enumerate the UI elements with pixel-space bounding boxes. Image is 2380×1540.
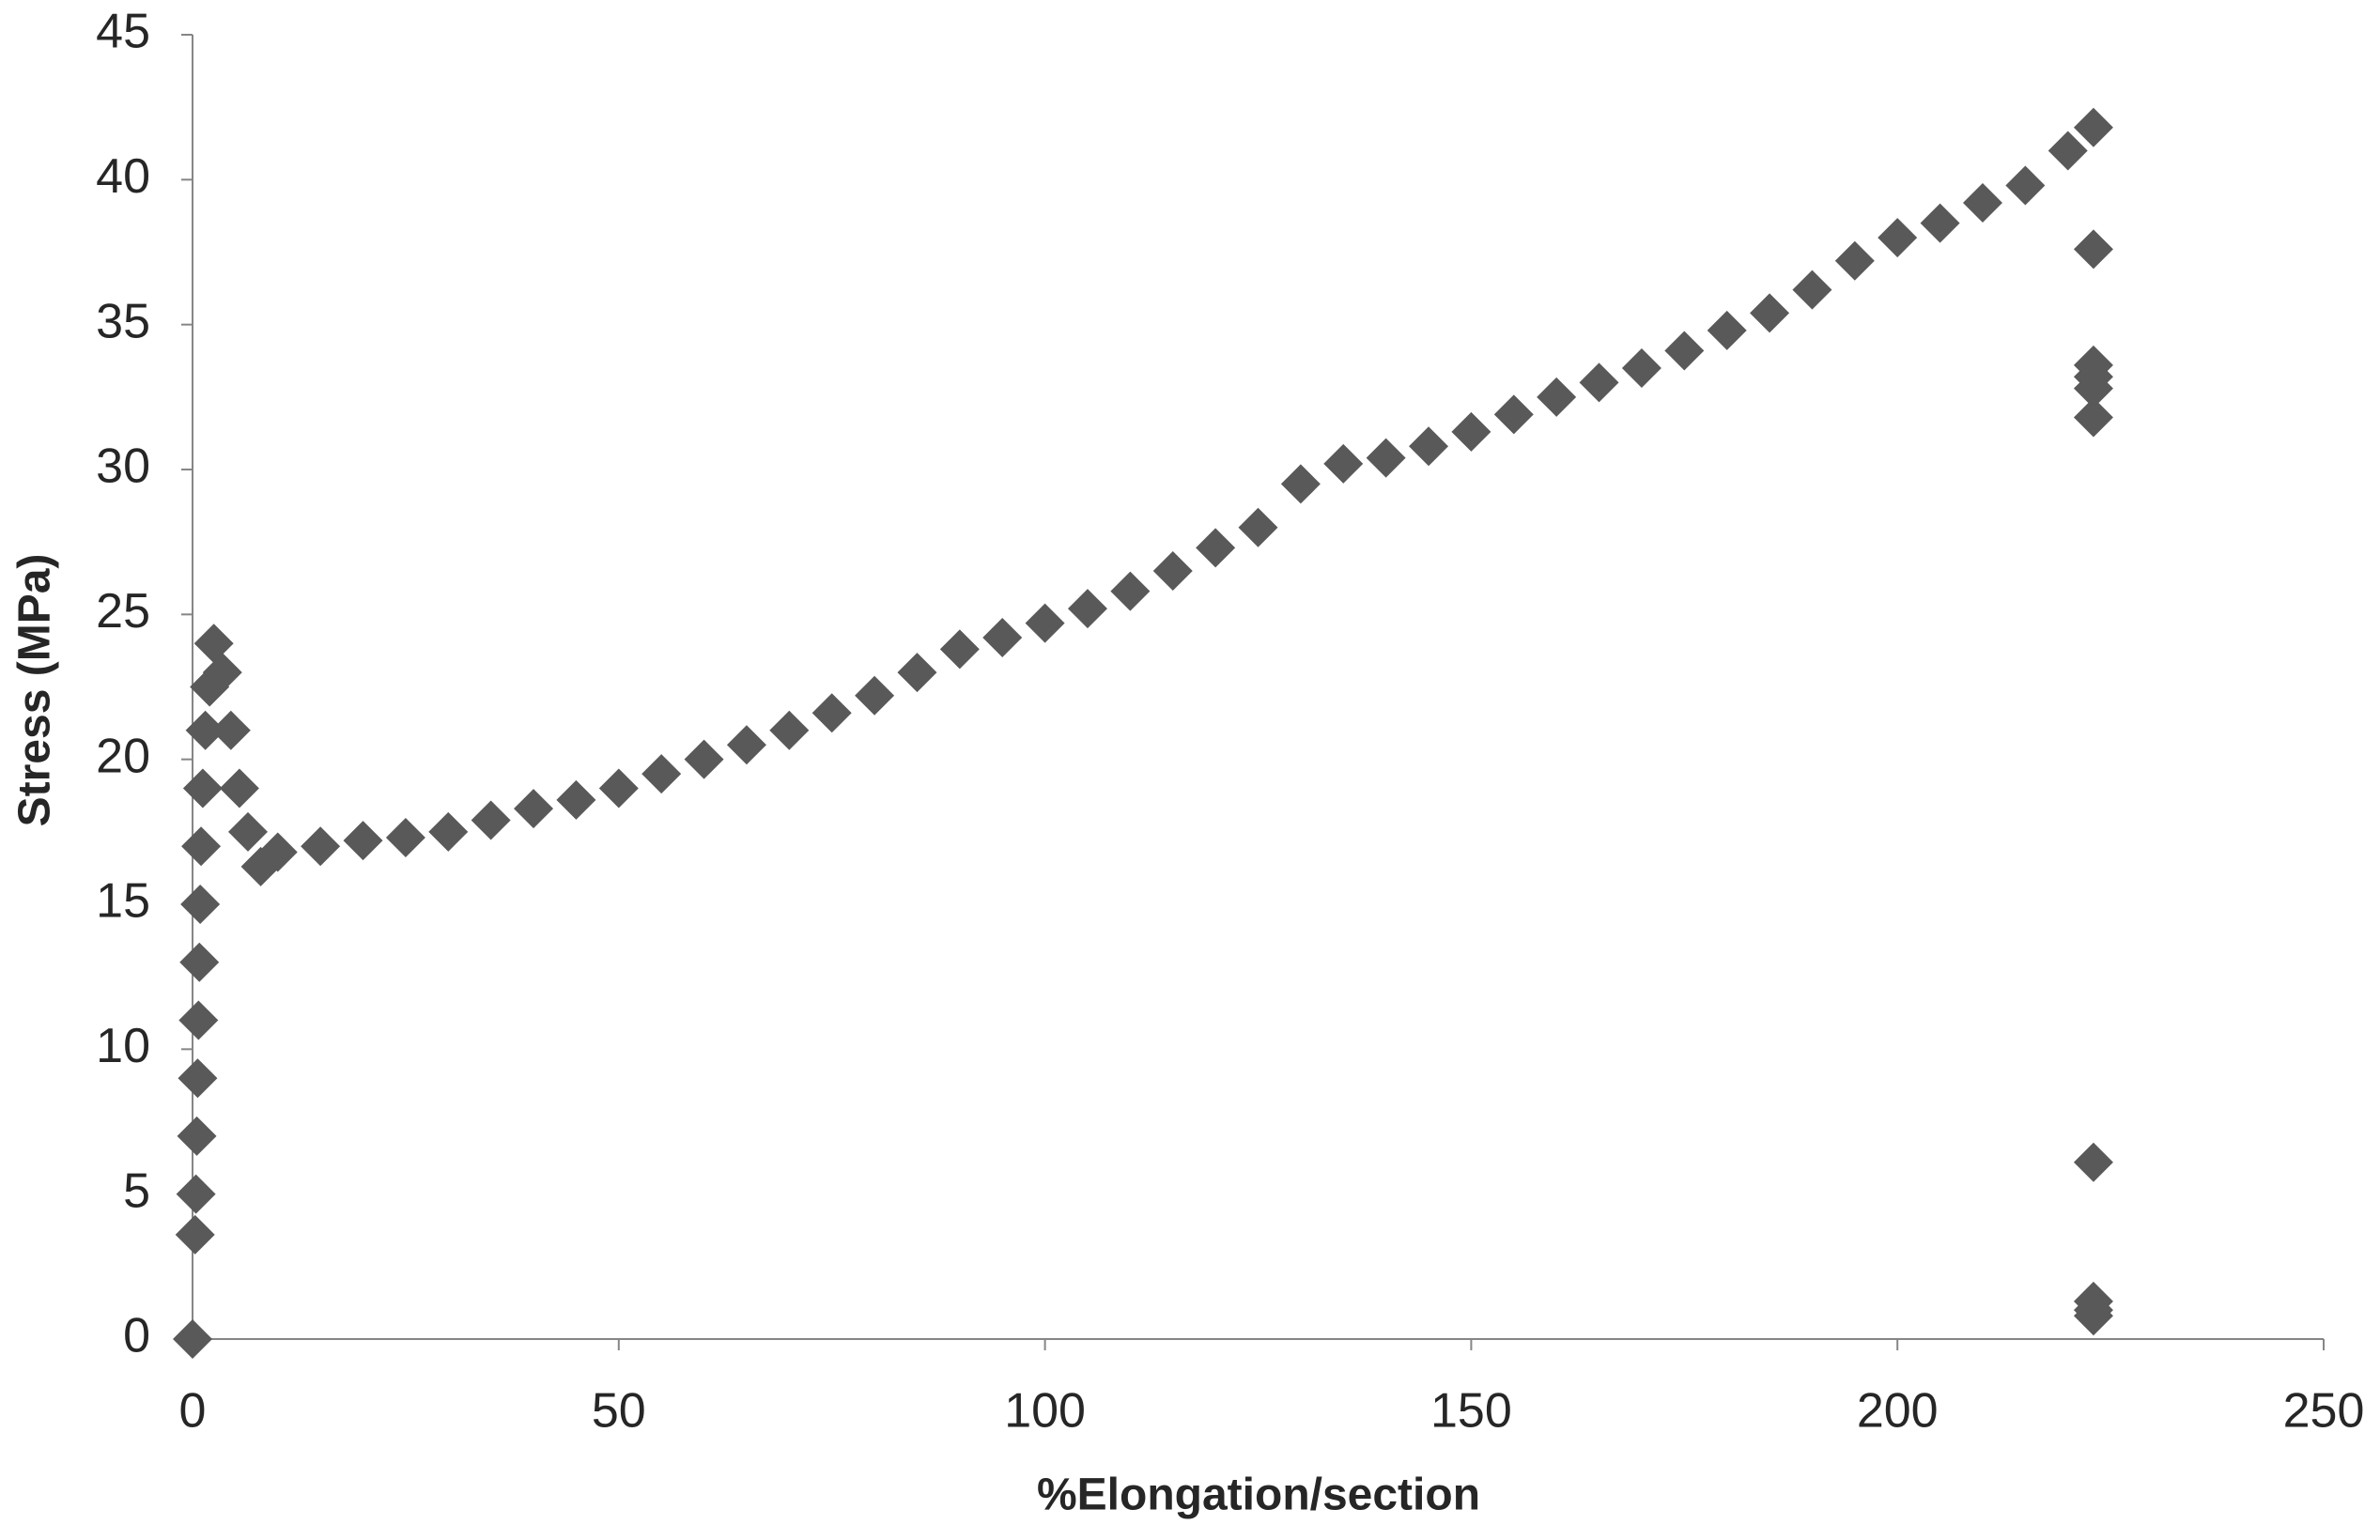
data-point xyxy=(182,768,223,808)
data-point xyxy=(1493,394,1534,435)
data-point xyxy=(210,710,251,750)
data-point xyxy=(2073,397,2113,438)
data-point xyxy=(1196,528,1236,568)
data-point xyxy=(179,942,220,982)
y-tick-label: 0 xyxy=(123,1309,150,1363)
data-point xyxy=(177,1116,217,1156)
data-point xyxy=(1366,438,1406,478)
data-point xyxy=(2005,165,2046,206)
data-point xyxy=(598,768,639,808)
data-point xyxy=(227,811,268,852)
data-point xyxy=(1750,293,1790,333)
x-tick-label: 0 xyxy=(179,1384,207,1439)
y-tick-label: 30 xyxy=(96,439,150,494)
data-point xyxy=(1878,218,1918,258)
y-tick-label: 40 xyxy=(96,149,150,204)
data-point xyxy=(428,811,469,852)
data-point xyxy=(185,710,225,750)
y-tick-label: 15 xyxy=(96,874,150,929)
data-point xyxy=(202,653,242,693)
data-point xyxy=(1152,551,1193,592)
data-point xyxy=(176,1174,216,1214)
data-point xyxy=(181,826,222,867)
data-point xyxy=(1238,507,1278,547)
data-point xyxy=(175,1214,215,1255)
data-point xyxy=(193,624,234,664)
y-tick-label: 10 xyxy=(96,1019,150,1073)
x-tick-label: 50 xyxy=(592,1384,646,1439)
data-point xyxy=(641,754,682,794)
data-point xyxy=(178,1058,218,1099)
data-point xyxy=(219,768,259,808)
x-axis-title: %Elongation/section xyxy=(1037,1471,1480,1520)
data-point xyxy=(1962,183,2002,223)
data-point xyxy=(2073,229,2113,270)
data-point xyxy=(514,789,554,829)
data-point xyxy=(2073,368,2113,408)
data-point xyxy=(1451,411,1491,452)
y-axis-title: Stress (MPa) xyxy=(10,554,60,827)
data-point xyxy=(982,618,1023,658)
data-point xyxy=(1025,603,1065,643)
y-tick-label: 20 xyxy=(96,729,150,783)
data-point xyxy=(1834,240,1875,281)
data-point xyxy=(2073,107,2113,147)
data-point xyxy=(301,826,341,867)
x-tick-label: 100 xyxy=(1004,1384,1086,1439)
data-point xyxy=(2073,1296,2113,1336)
x-tick-label: 250 xyxy=(2283,1384,2365,1439)
x-tick-label: 200 xyxy=(1857,1384,1939,1439)
data-point xyxy=(2073,1142,2113,1182)
data-point xyxy=(1920,203,1960,243)
data-point xyxy=(173,1319,212,1359)
data-point xyxy=(1792,270,1832,310)
data-point xyxy=(811,693,852,733)
data-point xyxy=(1280,464,1321,504)
data-point xyxy=(1707,310,1747,350)
y-tick-label: 35 xyxy=(96,294,150,348)
data-point xyxy=(726,725,766,765)
y-tick-label: 5 xyxy=(123,1163,150,1218)
data-point xyxy=(769,710,810,750)
data-point xyxy=(684,739,724,779)
data-point xyxy=(343,821,383,861)
data-point xyxy=(2048,131,2088,171)
data-point xyxy=(1323,443,1364,484)
data-point xyxy=(178,1000,219,1040)
data-point xyxy=(1579,362,1619,403)
data-point xyxy=(471,800,511,840)
data-point xyxy=(1621,347,1661,388)
data-point xyxy=(855,675,895,716)
y-tick-label: 45 xyxy=(96,5,150,59)
data-point xyxy=(1067,589,1107,629)
data-point xyxy=(1409,426,1449,467)
data-point xyxy=(1110,571,1151,611)
data-point xyxy=(897,653,937,693)
data-point xyxy=(180,885,221,924)
data-point xyxy=(939,629,980,670)
data-point xyxy=(1664,331,1705,371)
data-point xyxy=(385,818,425,858)
data-point xyxy=(556,779,596,820)
x-tick-label: 150 xyxy=(1430,1384,1512,1439)
data-point xyxy=(257,832,298,872)
data-point xyxy=(1537,377,1577,417)
y-tick-label: 25 xyxy=(96,584,150,639)
